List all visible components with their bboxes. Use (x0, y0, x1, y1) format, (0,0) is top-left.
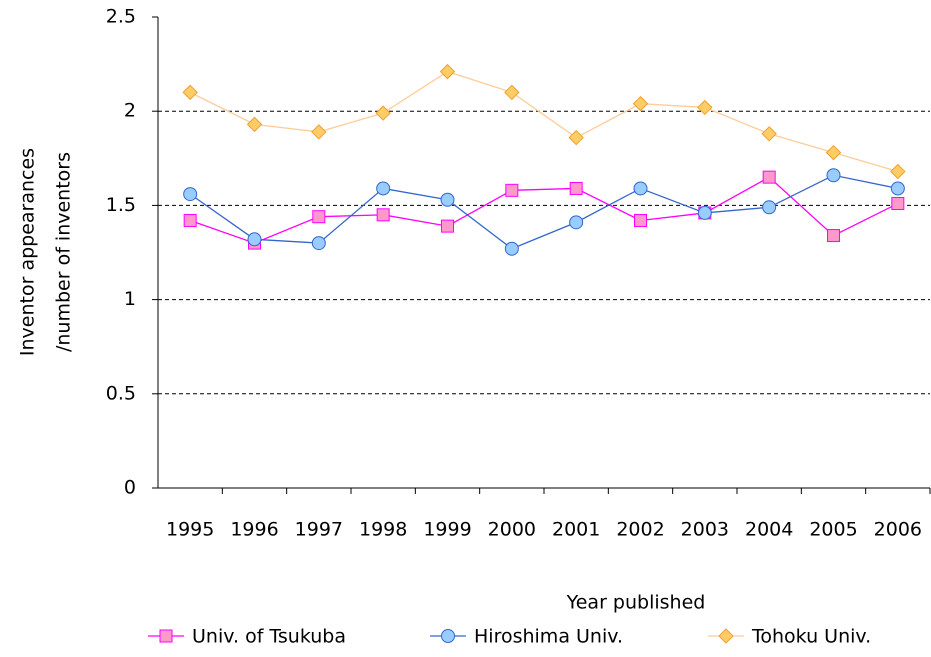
legend-label: Univ. of Tsukuba (192, 626, 346, 648)
data-point (440, 192, 455, 207)
y-tick-label: 2 (124, 100, 136, 122)
data-point (504, 84, 520, 101)
x-axis-label: Year published (566, 592, 706, 614)
x-tick-label: 2001 (552, 519, 600, 541)
x-tick-label: 1996 (230, 519, 278, 541)
data-point (182, 84, 198, 101)
data-point (569, 215, 584, 230)
data-point (183, 213, 197, 227)
legend-marker (159, 629, 173, 643)
x-tick-label: 2005 (809, 519, 857, 541)
x-tick-label: 2003 (681, 519, 729, 541)
x-tick-label: 2002 (616, 519, 664, 541)
data-point (312, 210, 326, 224)
y-axis-label: /number of inventors (53, 152, 75, 352)
data-point (375, 105, 391, 121)
data-point (762, 200, 777, 215)
x-tick-label: 2006 (874, 519, 922, 541)
x-tick-label: 1997 (295, 519, 343, 541)
legend-label: Hiroshima Univ. (474, 626, 623, 648)
data-point (439, 63, 456, 80)
data-point (761, 126, 777, 142)
data-point (311, 124, 327, 140)
data-point (825, 144, 842, 161)
data-point (376, 181, 391, 196)
x-tick-label: 1998 (359, 519, 407, 541)
y-tick-label: 2.5 (106, 6, 136, 28)
y-tick-label: 1.5 (106, 194, 136, 216)
data-point (633, 181, 648, 196)
data-point (826, 168, 841, 183)
y-axis-label: Inventor appearances (17, 148, 39, 356)
data-point (569, 181, 583, 195)
data-point (183, 187, 198, 202)
data-point (632, 95, 649, 112)
data-point (504, 241, 519, 256)
data-point (568, 129, 584, 146)
y-tick-label: 1 (124, 288, 136, 310)
data-point (890, 163, 906, 180)
data-point (246, 116, 263, 133)
series-line (189, 174, 898, 250)
data-point (441, 219, 454, 233)
x-tick-label: 2004 (745, 519, 793, 541)
series-line (189, 70, 899, 173)
data-point (890, 181, 905, 196)
data-point (634, 213, 647, 227)
data-point (762, 170, 776, 184)
data-point (697, 99, 713, 116)
y-tick-label: 0.5 (106, 382, 136, 404)
x-tick-label: 1995 (166, 519, 214, 541)
legend-marker (441, 629, 455, 643)
data-point (311, 236, 326, 251)
y-tick-label: 0 (124, 477, 136, 499)
legend-label: Tohoku Univ. (751, 626, 871, 648)
data-point (827, 229, 840, 243)
data-point (376, 208, 390, 222)
data-point (505, 183, 519, 197)
data-point (247, 232, 262, 247)
series-line (189, 176, 899, 244)
data-point (891, 197, 905, 211)
legend-marker (718, 628, 734, 644)
data-point (697, 205, 712, 220)
x-tick-label: 1999 (423, 519, 471, 541)
x-tick-label: 2000 (488, 519, 536, 541)
